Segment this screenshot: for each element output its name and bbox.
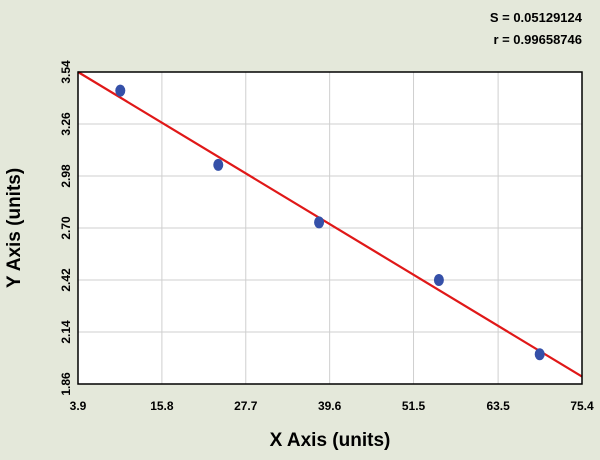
- x-tick-label: 51.5: [402, 399, 426, 413]
- y-axis-label: Y Axis (units): [4, 168, 25, 288]
- annotation: r = 0.99658746: [493, 32, 582, 47]
- y-tick-label: 2.98: [59, 164, 73, 188]
- y-tick-label: 3.54: [59, 60, 73, 84]
- x-tick-label: 15.8: [150, 399, 174, 413]
- marks: [77, 71, 583, 378]
- y-tick-label: 2.14: [59, 320, 73, 344]
- x-tick-label: 3.9: [70, 399, 87, 413]
- y-tick-label: 2.70: [59, 216, 73, 240]
- x-tick-label: 75.4: [570, 399, 594, 413]
- data-point: [213, 158, 224, 171]
- y-tick-label: 3.26: [59, 112, 73, 136]
- y-tick-label: 1.86: [59, 372, 73, 396]
- plot-border: [77, 71, 583, 385]
- x-tick-label: 27.7: [234, 399, 258, 413]
- x-tick-label: 63.5: [486, 399, 510, 413]
- data-point: [314, 216, 325, 229]
- data-point: [433, 274, 444, 286]
- annotation: S = 0.05129124: [490, 10, 583, 25]
- data-point: [534, 348, 545, 361]
- x-axis-label: X Axis (units): [270, 430, 391, 451]
- data-point: [115, 84, 126, 97]
- x-tick-label: 39.6: [318, 399, 342, 413]
- y-tick-label: 2.42: [59, 268, 73, 292]
- fit-line: [77, 71, 583, 378]
